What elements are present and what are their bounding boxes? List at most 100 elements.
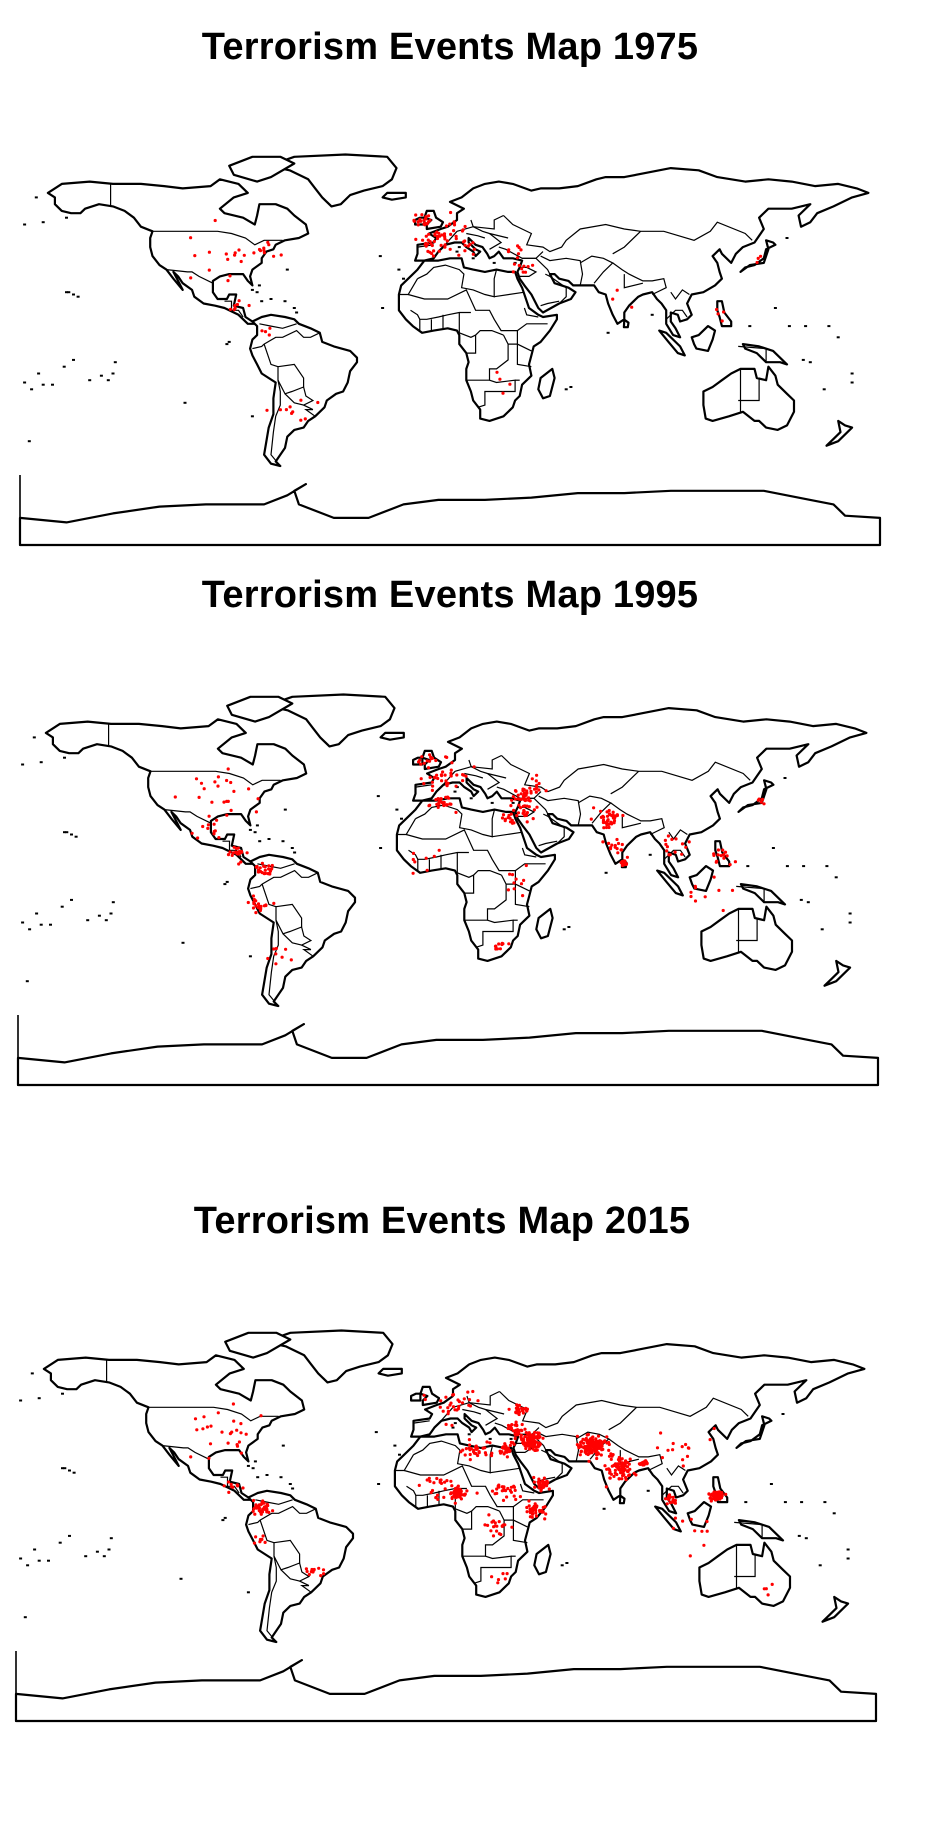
country-border <box>477 379 516 408</box>
event-marker-italy <box>472 247 476 251</box>
event-marker-western-europe <box>450 761 454 765</box>
event-marker-mexico <box>196 836 200 840</box>
event-marker-afghanistan-pakistan <box>581 1437 585 1441</box>
country-border <box>490 1467 521 1474</box>
event-marker-colombia <box>252 1498 256 1503</box>
event-marker-western-europe <box>472 765 476 769</box>
island <box>65 291 68 294</box>
event-marker-drc <box>490 1520 494 1524</box>
event-marker-western-europe <box>436 776 440 781</box>
map-frame <box>17 1015 879 1086</box>
island <box>58 1541 62 1544</box>
landmass-philippines <box>714 840 731 868</box>
event-marker-drc <box>495 1529 499 1533</box>
event-marker-turkey <box>528 786 532 790</box>
event-marker-egypt <box>503 1442 507 1446</box>
event-marker-western-europe <box>431 784 435 788</box>
event-marker-turkey <box>528 799 532 803</box>
event-marker-mexico <box>213 829 217 833</box>
event-marker-east-africa <box>512 881 516 885</box>
island <box>265 1474 269 1476</box>
small-islands <box>23 196 854 443</box>
island <box>771 847 775 849</box>
country-border <box>610 770 640 795</box>
island <box>61 1392 64 1395</box>
event-marker-east-africa <box>512 887 516 891</box>
island <box>34 196 38 199</box>
event-marker-afghanistan-pakistan <box>575 1443 580 1447</box>
event-marker-turkey <box>511 1441 515 1445</box>
event-marker-usa <box>207 268 211 272</box>
event-marker-usa <box>226 767 230 771</box>
event-marker-south-east-asia <box>665 849 669 853</box>
event-marker-india-south <box>613 843 617 848</box>
event-marker-colombia <box>260 861 264 865</box>
event-marker-uk-ireland <box>414 213 418 217</box>
map-title: Terrorism Events Map 2015 <box>193 1200 691 1242</box>
event-marker-egypt <box>503 819 507 823</box>
island <box>825 865 829 868</box>
event-marker-india-pakistan <box>607 808 611 813</box>
event-marker-usa <box>207 814 211 818</box>
country-border <box>538 840 558 847</box>
event-marker-philippines <box>716 848 721 852</box>
event-marker-colombia <box>251 1509 255 1513</box>
event-marker-western-europe <box>452 223 457 227</box>
event-marker-europe <box>422 1393 426 1397</box>
event-marker-yemen <box>547 1487 551 1491</box>
event-marker-china <box>671 1441 675 1446</box>
event-marker-sudan <box>490 1489 495 1493</box>
event-marker-libya <box>474 1447 479 1451</box>
island <box>74 835 78 838</box>
event-marker-drc <box>510 1525 514 1529</box>
event-marker-iraq-syria <box>534 1448 538 1452</box>
event-marker-western-europe <box>444 779 448 783</box>
event-marker-india-pakistan <box>601 818 606 822</box>
island <box>23 381 27 384</box>
event-marker-central-america <box>245 851 249 855</box>
event-marker-southern-africa <box>496 1578 501 1582</box>
event-marker-middle-east <box>522 804 526 808</box>
event-marker-philippines <box>722 853 726 857</box>
island <box>248 828 252 831</box>
island <box>785 237 789 239</box>
island <box>39 761 43 764</box>
event-marker-west-africa <box>411 871 415 875</box>
island <box>39 923 43 926</box>
event-marker-turkey <box>519 792 523 796</box>
country-border <box>252 343 265 350</box>
island <box>253 831 257 834</box>
island <box>822 388 826 391</box>
event-marker-indonesia <box>702 1543 706 1547</box>
event-marker-south-east-asia <box>663 838 668 842</box>
event-marker-algeria <box>438 799 442 804</box>
country-border <box>738 378 760 402</box>
event-marker-afghanistan-pakistan <box>581 1441 586 1445</box>
event-marker-india-pakistan <box>604 825 609 830</box>
event-marker-libya <box>490 1451 494 1455</box>
event-marker-russia-caucasus <box>535 773 539 777</box>
event-marker-sudan <box>513 1488 517 1492</box>
country-border <box>275 903 303 927</box>
event-marker-somalia-kenya <box>544 1512 548 1516</box>
landmass-greenland <box>265 693 396 748</box>
event-marker-western-europe <box>449 210 453 215</box>
event-marker-drc <box>487 1513 491 1517</box>
event-marker-philippines <box>728 863 732 867</box>
event-marker-india <box>611 297 615 301</box>
event-marker-europe <box>467 1398 472 1402</box>
event-marker-colombia <box>252 1507 256 1511</box>
island <box>227 340 231 343</box>
event-marker-afghanistan-pakistan <box>607 1448 611 1452</box>
country-border <box>498 246 544 259</box>
event-marker-western-europe <box>419 777 423 781</box>
event-marker-west-africa <box>424 856 428 860</box>
event-marker-philippines <box>725 854 729 858</box>
event-marker-usa <box>232 1419 236 1423</box>
event-marker-australia <box>770 1582 774 1586</box>
landmass-australia <box>698 1541 792 1607</box>
event-marker-peru <box>252 897 256 902</box>
island <box>41 221 45 224</box>
event-marker-south-east-asia <box>670 837 674 841</box>
event-marker-somalia-kenya <box>533 1502 537 1506</box>
